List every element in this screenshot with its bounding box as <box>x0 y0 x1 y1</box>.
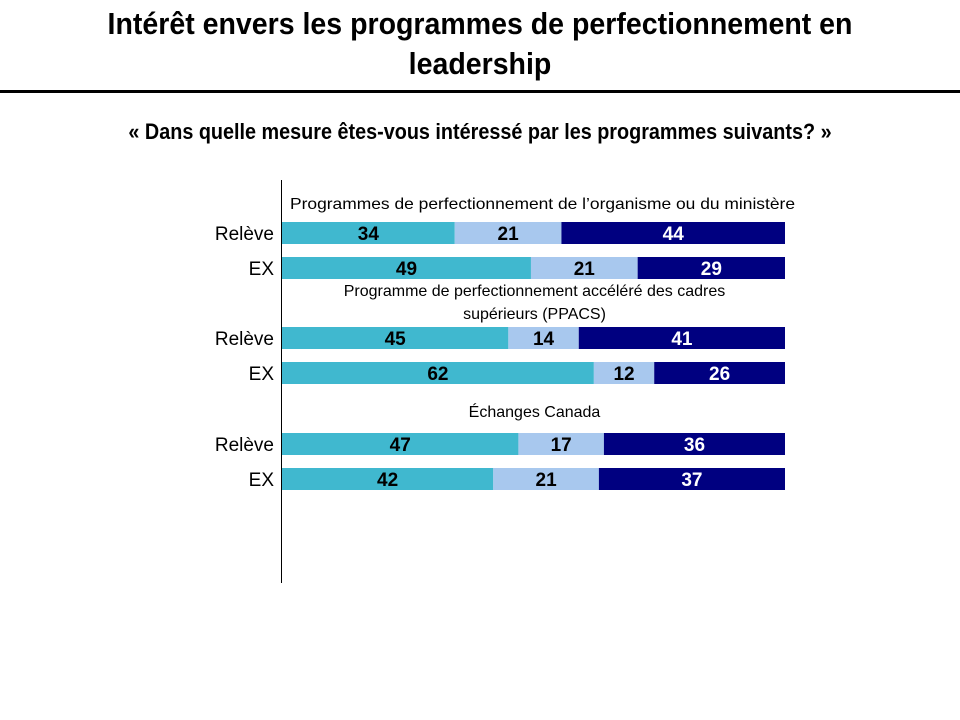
bar-segment <box>598 468 785 490</box>
bar-segment <box>578 327 785 349</box>
bar-segment <box>508 327 579 349</box>
data-label: 21 <box>498 224 520 245</box>
data-label: 42 <box>377 470 398 491</box>
data-label: 17 <box>551 435 572 456</box>
title-line-1: Intérêt envers les programmes de perfect… <box>107 6 853 41</box>
page-title: Intérêt envers les programmes de perfect… <box>38 4 921 84</box>
group-title: supérieurs (PPACS) <box>463 306 606 323</box>
data-label: 14 <box>533 329 555 350</box>
bar-segment <box>637 257 785 279</box>
data-label: 21 <box>574 259 596 280</box>
bar-segment <box>282 433 519 455</box>
data-label: 44 <box>663 224 685 245</box>
data-label: 37 <box>681 470 702 491</box>
bar-segment <box>593 362 655 384</box>
category-label: Relève <box>215 329 274 350</box>
bar-segment <box>518 433 604 455</box>
data-label: 62 <box>427 364 448 385</box>
data-label: 12 <box>613 364 634 385</box>
survey-question: « Dans quelle mesure êtes-vous intéressé… <box>128 119 832 144</box>
bar-segment <box>282 222 455 244</box>
bar-segment <box>454 222 562 244</box>
group-title: Programme de perfectionnement accéléré d… <box>344 283 726 300</box>
data-label: 34 <box>358 224 380 245</box>
data-label: 26 <box>709 364 730 385</box>
data-label: 47 <box>390 435 411 456</box>
title-divider <box>0 90 960 93</box>
group-title: Échanges Canada <box>469 402 601 421</box>
bar-segment <box>603 433 785 455</box>
category-label: EX <box>249 364 275 385</box>
data-label: 41 <box>671 329 693 350</box>
group-title: Programmes de perfectionnement de l’orga… <box>290 196 795 213</box>
category-label: EX <box>249 470 275 491</box>
data-label: 45 <box>385 329 407 350</box>
bar-segment <box>282 362 594 384</box>
data-label: 29 <box>701 259 722 280</box>
bar-segment <box>654 362 785 384</box>
category-label: Relève <box>215 435 274 456</box>
bar-segment <box>282 257 531 279</box>
bar-segment <box>282 468 494 490</box>
category-label: Relève <box>215 224 274 245</box>
category-label: EX <box>249 259 275 280</box>
bar-segment <box>530 257 638 279</box>
data-label: 49 <box>396 259 417 280</box>
bar-segment <box>282 327 509 349</box>
bar-segment <box>493 468 599 490</box>
bar-segment <box>561 222 785 244</box>
data-label: 36 <box>684 435 705 456</box>
data-label: 21 <box>536 470 558 491</box>
title-line-2: leadership <box>408 46 552 81</box>
